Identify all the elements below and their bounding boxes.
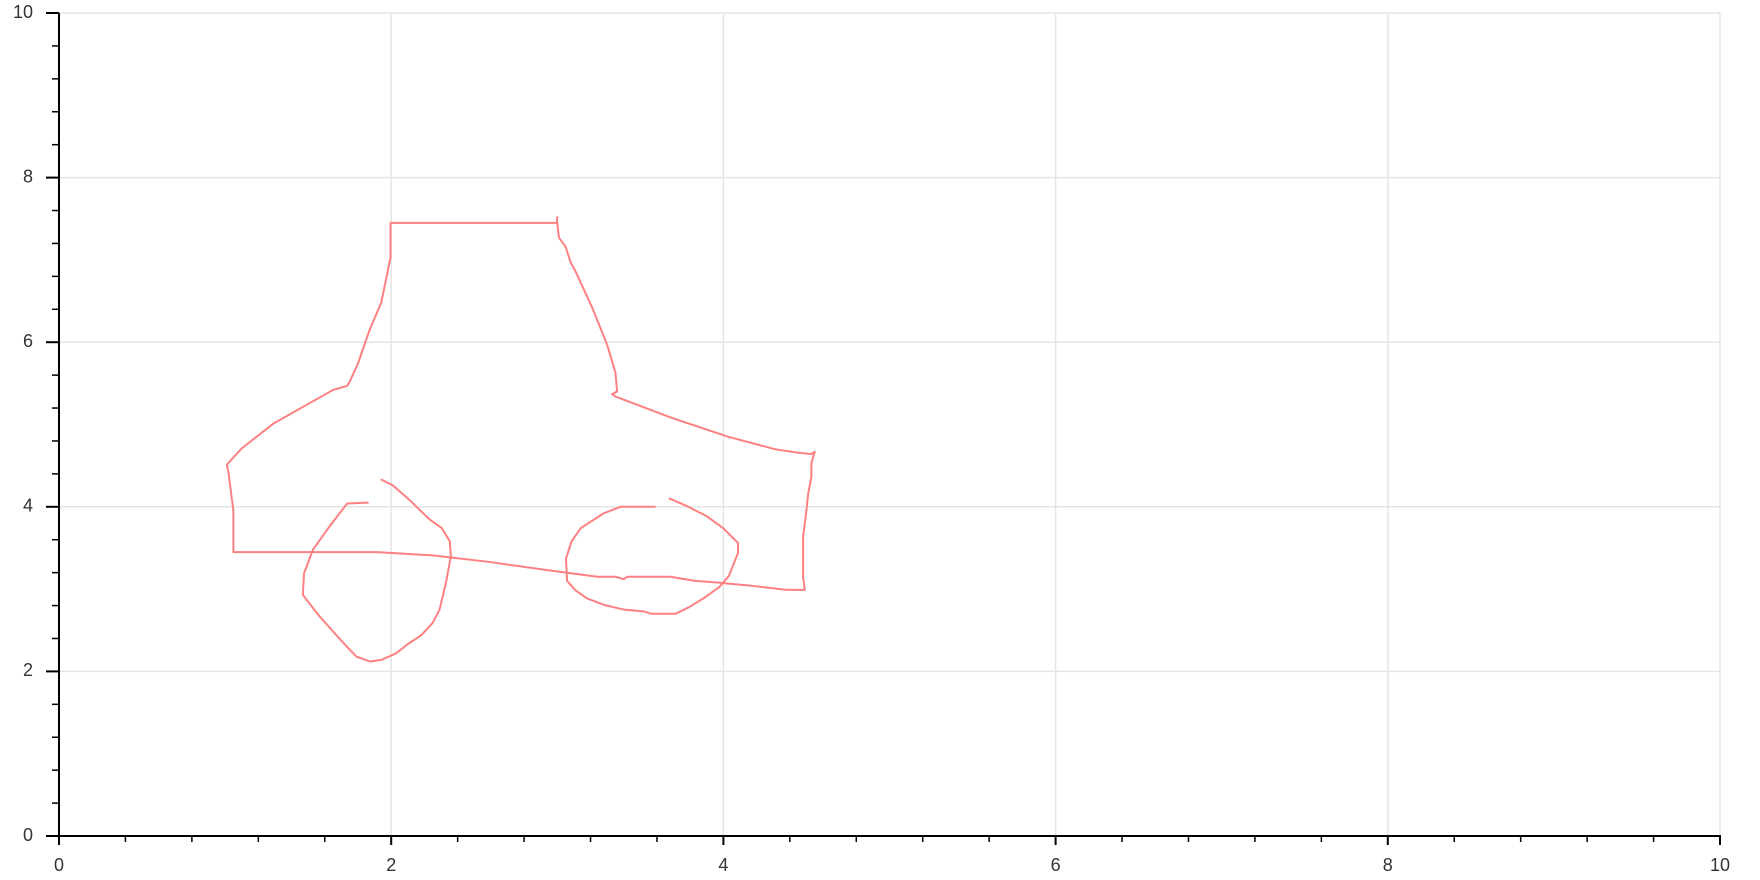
freehand-stroke	[225, 216, 816, 591]
x-tick-label: 10	[1710, 855, 1730, 875]
x-tick-label: 2	[386, 855, 396, 875]
x-tick-label: 0	[54, 855, 64, 875]
freehand-stroke	[564, 497, 740, 615]
y-tick-label: 2	[23, 660, 33, 680]
y-tick-label: 6	[23, 331, 33, 351]
x-tick-label: 4	[718, 855, 728, 875]
freehand-stroke	[301, 478, 452, 663]
y-tick-label: 0	[23, 825, 33, 845]
y-tick-label: 8	[23, 166, 33, 186]
y-tick-label: 10	[13, 2, 33, 22]
x-tick-label: 8	[1383, 855, 1393, 875]
x-tick-label: 6	[1051, 855, 1061, 875]
y-tick-label: 4	[23, 496, 33, 516]
